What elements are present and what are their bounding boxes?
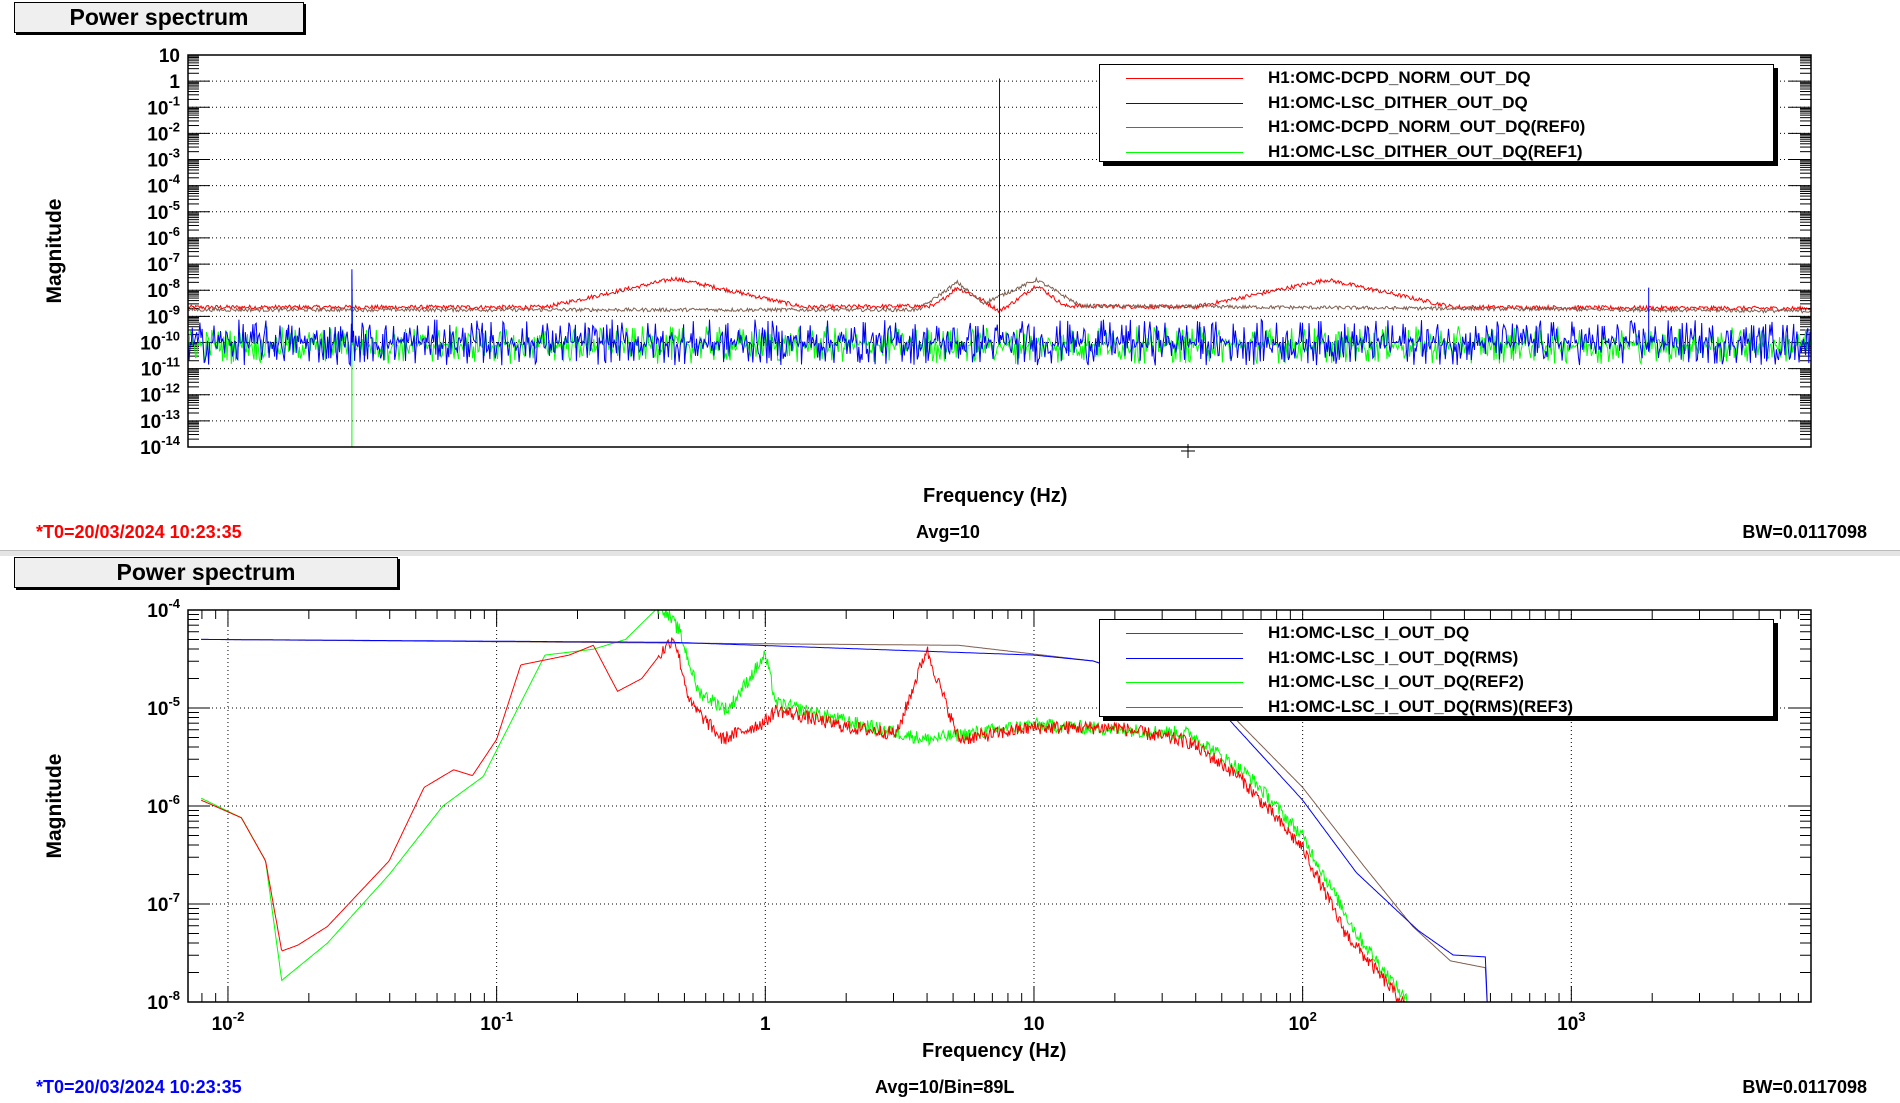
panel-separator[interactable]: [0, 550, 1900, 556]
legend-label: H1:OMC-LSC_DITHER_OUT_DQ: [1268, 92, 1528, 112]
legend-label: H1:OMC-LSC_I_OUT_DQ(RMS): [1268, 647, 1519, 667]
y-tick-label: 10-3: [147, 146, 180, 172]
series-line-1: [200, 637, 1406, 1002]
legend-label: H1:OMC-DCPD_NORM_OUT_DQ(REF0): [1268, 117, 1586, 136]
legend-label: H1:OMC-DCPD_NORM_OUT_DQ: [1268, 68, 1531, 87]
y-tick-label: 10-6: [147, 792, 180, 818]
panel2-y-axis-title: Magnitude: [43, 753, 66, 859]
x-tick-label: 10-1: [480, 1009, 513, 1035]
x-tick-label: 10-2: [212, 1009, 245, 1035]
x-tick-label: 102: [1288, 1009, 1316, 1035]
legend-line-sample: [1126, 78, 1243, 79]
legend-label: H1:OMC-LSC_I_OUT_DQ(RMS)(REF3): [1268, 696, 1574, 716]
legend-line-sample: [1126, 706, 1243, 708]
panel2-t0-timestamp: *T0=20/03/2024 10:23:35: [36, 1077, 242, 1097]
y-tick-label: 10-1: [147, 93, 180, 119]
y-tick-label: 10-5: [147, 198, 180, 224]
panel2-x-axis-title: Frequency (Hz): [922, 1040, 1067, 1062]
y-tick-label: 10-10: [140, 328, 180, 354]
y-tick-label: 10-7: [147, 250, 180, 276]
panel1-y-axis-title: Magnitude: [43, 198, 66, 304]
x-tick-label: 103: [1557, 1009, 1585, 1035]
panel1-avg-label: Avg=10: [916, 522, 980, 542]
y-tick-label: 1: [169, 72, 180, 93]
series-group: [200, 610, 1488, 1002]
panel1-legend: H1:OMC-DCPD_NORM_OUT_DQ H1:OMC-LSC_DITHER…: [1099, 64, 1774, 162]
x-tick-label: 10: [1023, 1014, 1044, 1035]
legend-entry: H1:OMC-LSC_I_OUT_DQ(REF2): [1100, 671, 1773, 693]
legend-entry: H1:OMC-DCPD_NORM_OUT_DQ(REF0): [1100, 116, 1773, 138]
y-tick-label: 10: [159, 46, 180, 67]
legend-line-sample: [1126, 102, 1243, 104]
x-tick-label: 1: [760, 1014, 771, 1035]
panel2-bw-label: BW=0.0117098: [1742, 1077, 1867, 1097]
y-tick-label: 10-6: [147, 224, 180, 250]
legend-line-sample: [1126, 633, 1243, 634]
panel1-title: Power spectrum: [14, 2, 304, 33]
plot-frame: [187, 54, 1812, 448]
y-tick-label: 10-13: [140, 407, 180, 433]
legend-entry: H1:OMC-LSC_DITHER_OUT_DQ(REF1): [1100, 141, 1773, 163]
panel1-t0-timestamp: *T0=20/03/2024 10:23:35: [36, 522, 242, 542]
legend-line-sample: [1126, 127, 1243, 128]
y-tick-label: 10-8: [147, 988, 180, 1014]
legend-entry: H1:OMC-LSC_I_OUT_DQ(RMS)(REF3): [1100, 696, 1773, 718]
y-tick-label: 10-8: [147, 276, 180, 302]
legend-line-sample: [1126, 657, 1243, 659]
y-tick-label: 10-11: [141, 355, 180, 381]
legend-entry: H1:OMC-LSC_I_OUT_DQ: [1100, 622, 1773, 644]
panel1-bw-label: BW=0.0117098: [1742, 522, 1867, 542]
series-line-2: [188, 78, 1811, 367]
legend-entry: H1:OMC-DCPD_NORM_OUT_DQ: [1100, 67, 1773, 89]
legend-entry: H1:OMC-LSC_I_OUT_DQ(RMS): [1100, 647, 1773, 669]
y-tick-label: 10-2: [147, 119, 180, 145]
series-line-3: [188, 274, 1811, 447]
crosshair-cursor-icon: [1181, 444, 1195, 458]
legend-label: H1:OMC-LSC_DITHER_OUT_DQ(REF1): [1268, 141, 1583, 161]
plot-frame: [187, 609, 1812, 1003]
panel2-legend: H1:OMC-LSC_I_OUT_DQ H1:OMC-LSC_I_OUT_DQ(R…: [1099, 619, 1774, 717]
y-tick-label: 10-4: [147, 172, 180, 198]
panel1-x-axis-title: Frequency (Hz): [923, 485, 1068, 507]
y-tick-label: 10-14: [140, 433, 181, 459]
series-group: [188, 78, 1811, 447]
panel2-avg-label: Avg=10/Bin=89L: [875, 1077, 1015, 1097]
legend-label: H1:OMC-LSC_I_OUT_DQ: [1268, 623, 1470, 642]
legend-entry: H1:OMC-LSC_DITHER_OUT_DQ: [1100, 92, 1773, 114]
y-tick-label: 10-4: [147, 596, 180, 622]
legend-label: H1:OMC-LSC_I_OUT_DQ(REF2): [1268, 672, 1524, 691]
legend-line-sample: [1126, 682, 1243, 683]
y-tick-label: 10-7: [147, 890, 180, 916]
y-tick-label: 10-9: [147, 302, 180, 328]
legend-line-sample: [1126, 151, 1243, 153]
y-tick-label: 10-12: [140, 381, 180, 407]
series-line-2: [201, 638, 1488, 1002]
y-tick-label: 10-5: [147, 694, 180, 720]
panel2-title: Power spectrum: [14, 557, 398, 588]
